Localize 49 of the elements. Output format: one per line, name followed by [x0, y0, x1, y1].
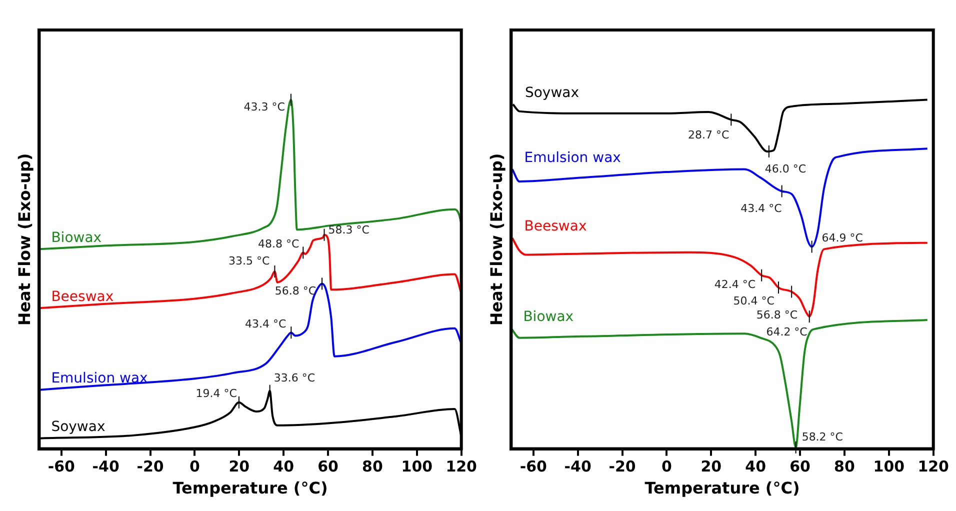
x-tick-label: -60: [520, 458, 547, 476]
x-tick-label: 20: [700, 458, 722, 476]
y-axis-title: Heat Flow (Exo-up): [14, 153, 34, 326]
x-tick-label: 60: [318, 458, 338, 476]
annotation: 58.2 °C: [802, 430, 844, 444]
y-axis-title: Heat Flow (Exo-up): [486, 153, 506, 326]
x-tick-label: -40: [564, 458, 592, 476]
annotation: 56.8 °C: [756, 308, 798, 322]
series-label: Beeswax: [51, 288, 114, 305]
x-tick-label: 60: [790, 458, 810, 476]
x-tick-label: 40: [745, 458, 766, 476]
x-tick-label: 100: [873, 458, 905, 476]
annotation: 19.4 °C: [196, 387, 238, 400]
annotation: 33.6 °C: [274, 372, 316, 385]
x-tick-label: 80: [362, 458, 383, 476]
annotation: 58.3 °C: [328, 224, 370, 237]
series-label: Emulsion wax: [524, 150, 621, 166]
annotation: 64.9 °C: [822, 232, 864, 245]
x-tick-label: -60: [48, 458, 75, 476]
x-tick-label: 0: [190, 458, 200, 476]
annotation: 48.8 °C: [258, 238, 300, 251]
x-tick-label: 20: [228, 458, 250, 476]
series-label: Biowax: [51, 230, 102, 246]
x-tick-label: -20: [136, 458, 164, 476]
series-label: Beeswax: [524, 218, 587, 235]
x-tick-label: 120: [446, 458, 477, 476]
x-axis-title: Temperature (°C): [644, 478, 800, 498]
annotation: 43.4 °C: [244, 317, 286, 330]
annotation: 50.4 °C: [733, 294, 775, 308]
x-tick-label: 40: [273, 458, 294, 476]
x-tick-label: 0: [662, 458, 672, 476]
annotation: 42.4 °C: [714, 278, 756, 292]
x-tick-label: -20: [608, 458, 636, 476]
series-label: Biowax: [523, 309, 574, 326]
x-tick-label: 120: [918, 458, 949, 476]
x-tick-label: -40: [92, 458, 120, 476]
x-tick-label: 100: [401, 458, 433, 476]
annotation: 28.7 °C: [688, 128, 730, 142]
annotation: 33.5 °C: [228, 254, 270, 268]
series-label: Soywax: [51, 418, 106, 435]
annotation: 56.8 °C: [274, 284, 316, 298]
series-label: Emulsion wax: [51, 370, 148, 386]
annotation: 64.2 °C: [766, 325, 808, 338]
annotation: 43.3 °C: [244, 100, 286, 114]
annotation: 43.4 °C: [740, 202, 782, 216]
series-label: Soywax: [524, 84, 580, 101]
annotation: 46.0 °C: [764, 162, 806, 176]
x-axis-title: Temperature (°C): [172, 478, 328, 498]
x-tick-label: 80: [834, 458, 855, 476]
